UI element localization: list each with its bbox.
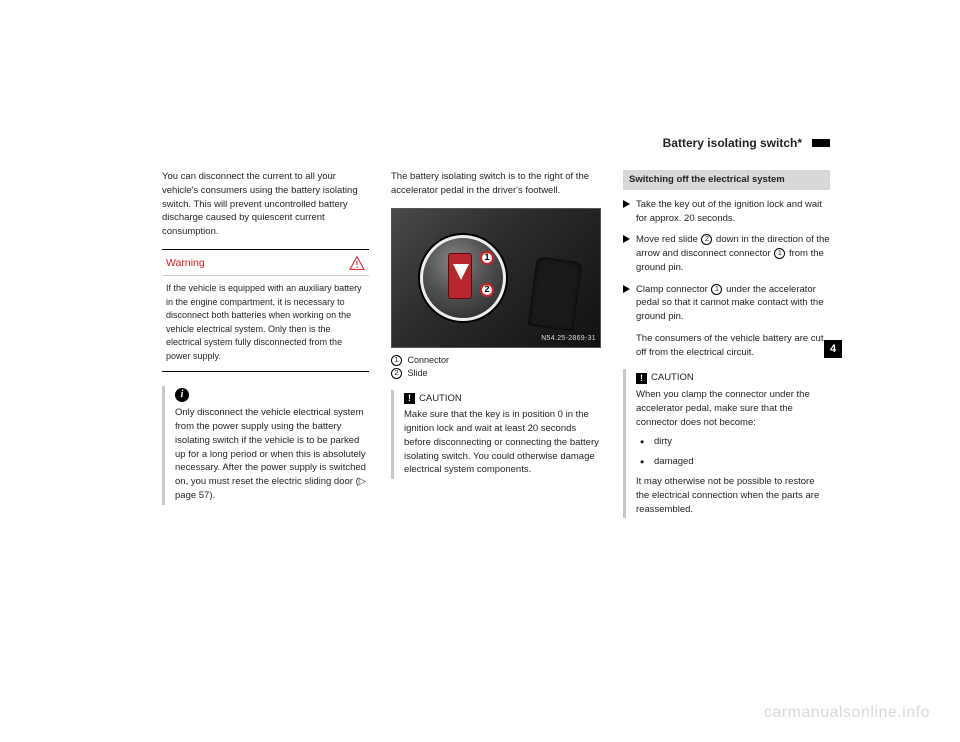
col2-intro: The battery isolating switch is to the r…	[391, 170, 601, 198]
column-2: The battery isolating switch is to the r…	[391, 170, 601, 518]
content-columns: You can disconnect the current to all yo…	[162, 170, 830, 518]
image-code: N54.25-2869-31	[541, 334, 596, 344]
page: Battery isolating switch* 4 You can disc…	[0, 0, 960, 742]
caution-icon: !	[636, 373, 647, 384]
step-bullet-icon	[623, 285, 630, 293]
header-marker	[812, 139, 830, 147]
info-icon: i	[175, 388, 189, 402]
page-header: Battery isolating switch*	[130, 136, 830, 150]
callout-2: 2	[480, 283, 494, 297]
caution-label-1: CAUTION	[419, 392, 462, 406]
step-1-text: Take the key out of the ignition lock an…	[636, 198, 830, 226]
legend-row-2: 2 Slide	[391, 367, 601, 380]
caution-icon: !	[404, 393, 415, 404]
step-3-text: Clamp connector 1 under the accelerator …	[636, 283, 830, 324]
subheading: Switching off the electrical system	[623, 170, 830, 190]
bullet-damaged: damaged	[640, 455, 830, 469]
caution-list: dirty damaged	[636, 435, 830, 469]
warning-triangle-icon	[349, 256, 365, 270]
isolating-switch-photo: 1 2 N54.25-2869-31	[391, 208, 601, 348]
caution-header-2: ! CAUTION	[636, 371, 830, 385]
inline-num-1: 1	[774, 248, 785, 259]
step-1: Take the key out of the ignition lock an…	[623, 198, 830, 226]
step-2-text: Move red slide 2 down in the direction o…	[636, 233, 830, 274]
caution-intro-2: When you clamp the connector under the a…	[636, 388, 830, 429]
caution-body-1: Make sure that the key is in position 0 …	[404, 408, 601, 477]
caution-outro-2: It may otherwise not be possible to rest…	[636, 475, 830, 516]
legend: 1 Connector 2 Slide	[391, 354, 601, 380]
section-title: Battery isolating switch*	[663, 136, 802, 150]
step-3: Clamp connector 1 under the accelerator …	[623, 283, 830, 324]
warning-box: Warning If the vehicle is equipped with …	[162, 249, 369, 372]
caution-box-1: ! CAUTION Make sure that the key is in p…	[391, 390, 601, 480]
column-1: You can disconnect the current to all yo…	[162, 170, 369, 518]
step-bullet-icon	[623, 200, 630, 208]
warning-header: Warning	[162, 250, 369, 275]
column-3: Switching off the electrical system Take…	[623, 170, 830, 518]
step-bullet-icon	[623, 235, 630, 243]
watermark: carmanualsonline.info	[764, 704, 930, 722]
legend-row-1: 1 Connector	[391, 354, 601, 367]
caution-header-1: ! CAUTION	[404, 392, 601, 406]
callout-1: 1	[480, 251, 494, 265]
inline-num-1b: 1	[711, 284, 722, 295]
legend-num-2: 2	[391, 368, 402, 379]
info-body: Only disconnect the vehicle electrical s…	[175, 406, 369, 502]
inline-num-2: 2	[701, 234, 712, 245]
legend-text-1: Connector	[408, 355, 450, 365]
legend-num-1: 1	[391, 355, 402, 366]
info-box: i Only disconnect the vehicle electrical…	[162, 386, 369, 505]
bullet-dirty: dirty	[640, 435, 830, 449]
result-text: The consumers of the vehicle battery are…	[636, 332, 830, 360]
step-2: Move red slide 2 down in the direction o…	[623, 233, 830, 274]
warning-label: Warning	[166, 256, 205, 271]
caution-label-2: CAUTION	[651, 371, 694, 385]
warning-body: If the vehicle is equipped with an auxil…	[162, 275, 369, 371]
intro-text: You can disconnect the current to all yo…	[162, 170, 369, 239]
legend-text-2: Slide	[408, 368, 428, 378]
caution-box-2: ! CAUTION When you clamp the connector u…	[623, 369, 830, 518]
